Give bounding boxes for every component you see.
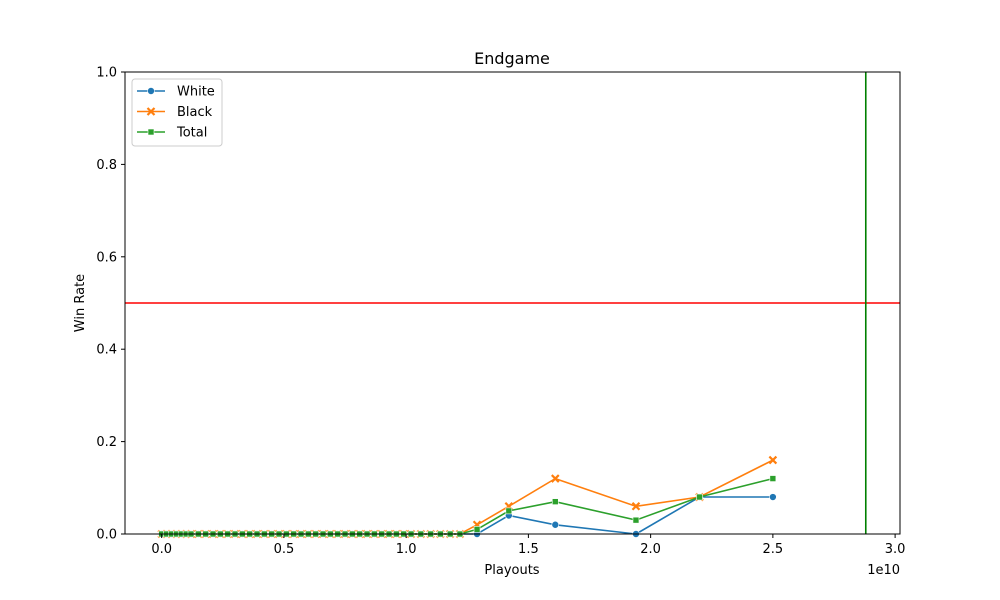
x-axis: 0.0 0.5 1.0 1.5 2.0 2.5 3.0 — [151, 534, 905, 557]
y-tick-label: 1.0 — [96, 66, 117, 81]
data-point-white — [551, 520, 560, 529]
x-tick-label: 0.0 — [151, 542, 172, 557]
legend-marker-black — [146, 107, 156, 116]
chart-title: Endgame — [474, 49, 550, 68]
data-point-black — [768, 455, 778, 465]
data-point-white — [769, 493, 777, 501]
y-tick-label: 0.2 — [96, 435, 117, 450]
y-tick-label: 0.8 — [96, 158, 117, 173]
x-axis-label: Playouts — [484, 563, 539, 578]
data-point-total — [696, 493, 703, 501]
legend-marker-white — [147, 87, 155, 95]
data-point-total — [473, 526, 481, 533]
legend-item-white: White — [137, 85, 215, 100]
plot-frame — [124, 71, 901, 535]
legend-item-total: Total — [137, 126, 207, 141]
data-point-total — [769, 475, 777, 482]
legend-frame — [131, 78, 223, 147]
x-tick-label: 0.5 — [274, 542, 295, 557]
data-point-total — [505, 507, 513, 515]
legend-item-black: Black — [137, 105, 213, 120]
y-tick-label: 0.0 — [96, 528, 117, 543]
legend-marker-total — [147, 128, 155, 136]
x-tick-label: 1.0 — [396, 542, 417, 557]
y-axis: 0.0 0.2 0.4 0.6 0.8 1.0 — [96, 66, 125, 543]
data-point-black — [631, 502, 641, 511]
data-point-total — [632, 516, 640, 524]
data-point-total — [551, 498, 559, 505]
legend-label-total: Total — [176, 126, 207, 141]
y-axis-label: Win Rate — [73, 274, 88, 332]
x-tick-label: 2.5 — [763, 542, 784, 557]
legend-label-black: Black — [177, 105, 213, 120]
x-axis-offset-label: 1e10 — [867, 563, 900, 578]
legend-label-white: White — [177, 85, 215, 100]
data-point-black — [551, 474, 560, 483]
y-tick-label: 0.4 — [96, 343, 117, 358]
x-tick-label: 1.5 — [518, 542, 539, 557]
x-tick-label: 3.0 — [885, 542, 906, 557]
legend: White Black Total — [131, 78, 223, 147]
y-tick-label: 0.6 — [96, 250, 117, 265]
x-tick-label: 2.0 — [640, 542, 661, 557]
